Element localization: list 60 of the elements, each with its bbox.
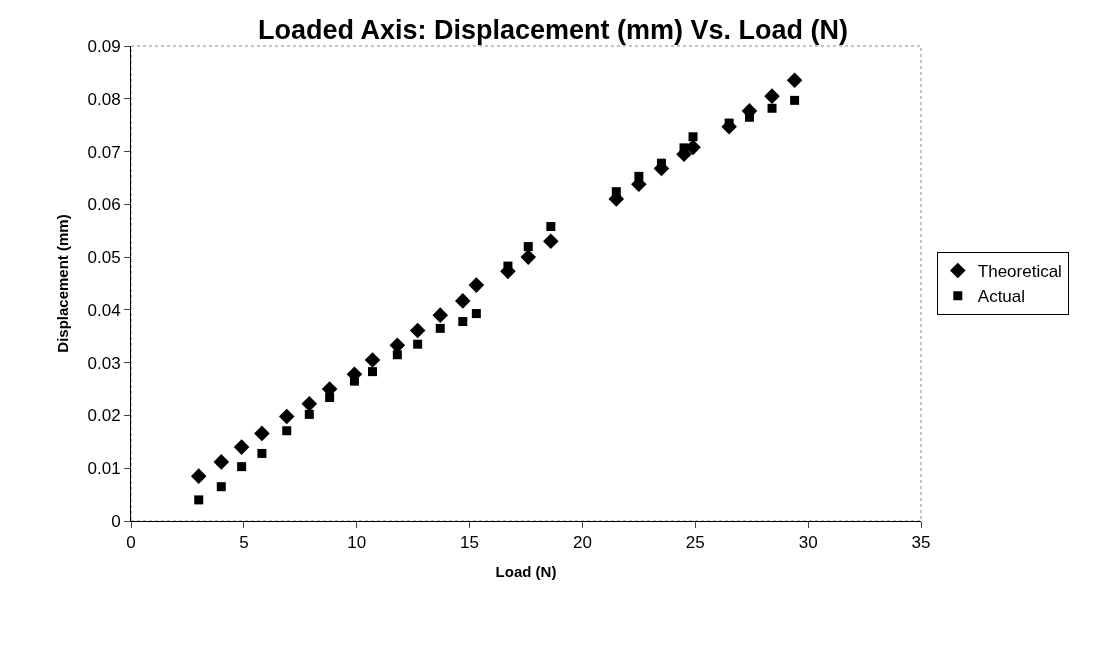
point (190, 468, 207, 484)
point (409, 322, 426, 339)
point (216, 482, 226, 492)
point (194, 495, 204, 505)
point (413, 339, 423, 349)
point (282, 426, 292, 436)
point (349, 376, 359, 386)
point (435, 323, 445, 333)
point (546, 222, 556, 231)
point (786, 72, 803, 89)
y-tick-label: 0.05 (87, 248, 121, 268)
x-tick-label: 25 (685, 533, 705, 553)
x-tick-label: 20 (572, 533, 592, 553)
point (468, 277, 485, 293)
point (764, 88, 780, 104)
point (634, 171, 644, 181)
point (432, 307, 449, 323)
point (455, 293, 471, 309)
point (543, 233, 559, 250)
point (790, 95, 800, 105)
x-tick-label: 30 (798, 533, 818, 553)
point (471, 309, 481, 319)
y-axis-title: Displacement (mm) (53, 214, 71, 353)
point (611, 187, 621, 197)
y-tick-label: 0.06 (87, 195, 121, 215)
y-tick-label: 0.02 (87, 406, 121, 426)
legend-label: Actual (977, 287, 1026, 307)
point (304, 409, 314, 419)
y-tick-label: 0.07 (87, 142, 121, 162)
point (364, 352, 381, 368)
point (767, 103, 777, 113)
point (254, 425, 270, 442)
x-tick-label: 5 (239, 533, 249, 553)
y-tick-label: 0.04 (87, 300, 121, 320)
point (233, 439, 250, 455)
point (392, 350, 402, 360)
point (520, 249, 537, 265)
point (213, 454, 230, 470)
point (458, 317, 468, 326)
point (278, 408, 295, 425)
point (688, 132, 698, 142)
x-tick-label: 35 (911, 533, 931, 553)
y-tick-label: 0.08 (87, 89, 121, 109)
y-tick-label: 0.09 (87, 36, 121, 56)
point (325, 393, 335, 402)
point (257, 448, 267, 458)
x-axis-title: Load (N) (495, 563, 557, 581)
x-tick-label: 0 (126, 533, 136, 553)
y-tick-label: 0 (111, 511, 121, 531)
point (368, 367, 378, 377)
point (679, 143, 689, 153)
point (523, 242, 533, 252)
y-tick-label: 0.01 (87, 459, 121, 479)
legend-label: Theoretical (977, 262, 1062, 282)
point (301, 396, 318, 412)
point (237, 462, 247, 472)
x-tick-label: 10 (347, 533, 367, 553)
y-tick-label: 0.03 (87, 353, 121, 373)
x-tick-label: 15 (460, 533, 480, 553)
chart-title: Loaded Axis: Displacement (mm) Vs. Load (N) (257, 15, 849, 46)
